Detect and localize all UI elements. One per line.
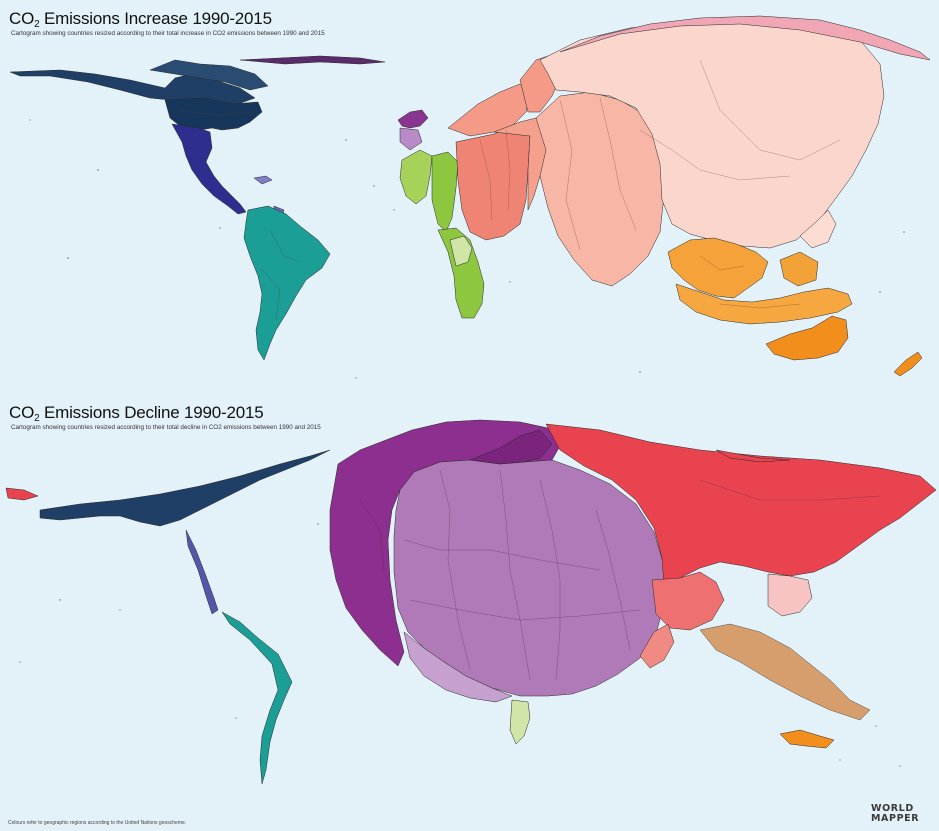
- ukraine-belarus: [651, 571, 725, 631]
- philippines: [779, 251, 819, 287]
- south-america: [243, 205, 331, 361]
- logo-line-1: WORLD: [871, 803, 914, 814]
- mexico: [171, 123, 247, 215]
- southern-europe: [403, 631, 513, 703]
- korea-japan: [799, 209, 837, 249]
- increase-panel: CO2 Emissions Increase 1990-2015 Cartogr…: [0, 0, 939, 400]
- footnote: Colours refer to geographic regions acco…: [8, 820, 187, 826]
- north-america-strands: [39, 449, 331, 527]
- central-america-strand: [185, 529, 219, 615]
- caribbean: [253, 175, 273, 185]
- indonesia: [675, 283, 853, 325]
- canada-islands: [149, 59, 269, 91]
- moldova-romania: [639, 623, 675, 669]
- far-east-strand: [715, 449, 791, 463]
- decline-subtitle: Cartogram showing countries resized acco…: [11, 424, 321, 431]
- southeast-asia: [667, 237, 769, 299]
- europe-south: [399, 127, 423, 151]
- decline-panel: CO2 Emissions Decline 1990-2015 Cartogra…: [0, 400, 939, 831]
- northern-europe: [469, 429, 553, 465]
- central-asia-decline: [767, 573, 813, 617]
- russia: [545, 423, 937, 587]
- central-africa: [431, 151, 459, 233]
- alaska-strand: [5, 487, 39, 501]
- increase-title: CO2 Emissions Increase 1990-2015: [9, 9, 272, 30]
- europe-west: [397, 109, 429, 129]
- arctic-canada-strands: [9, 69, 256, 107]
- decline-title: CO2 Emissions Decline 1990-2015: [9, 403, 264, 424]
- oceania-strand: [779, 729, 835, 749]
- asia-strands: [699, 623, 871, 721]
- increase-cartogram: [9, 15, 931, 379]
- decline-cartogram: [5, 419, 937, 785]
- africa-drip: [509, 699, 531, 745]
- western-asia: [455, 121, 531, 241]
- new-zealand: [893, 351, 923, 377]
- southern-africa: [449, 235, 473, 267]
- russia-east-strand: [559, 15, 931, 61]
- increase-subtitle: Cartogram showing countries resized acco…: [11, 30, 325, 37]
- west-africa: [399, 149, 433, 205]
- worldmapper-logo: WORLD MAPPER: [871, 804, 919, 824]
- east-africa: [437, 227, 485, 319]
- south-america-strand: [221, 611, 293, 785]
- greenland-strand: [239, 55, 386, 65]
- logo-line-2: MAPPER: [871, 813, 920, 824]
- australia: [765, 315, 849, 361]
